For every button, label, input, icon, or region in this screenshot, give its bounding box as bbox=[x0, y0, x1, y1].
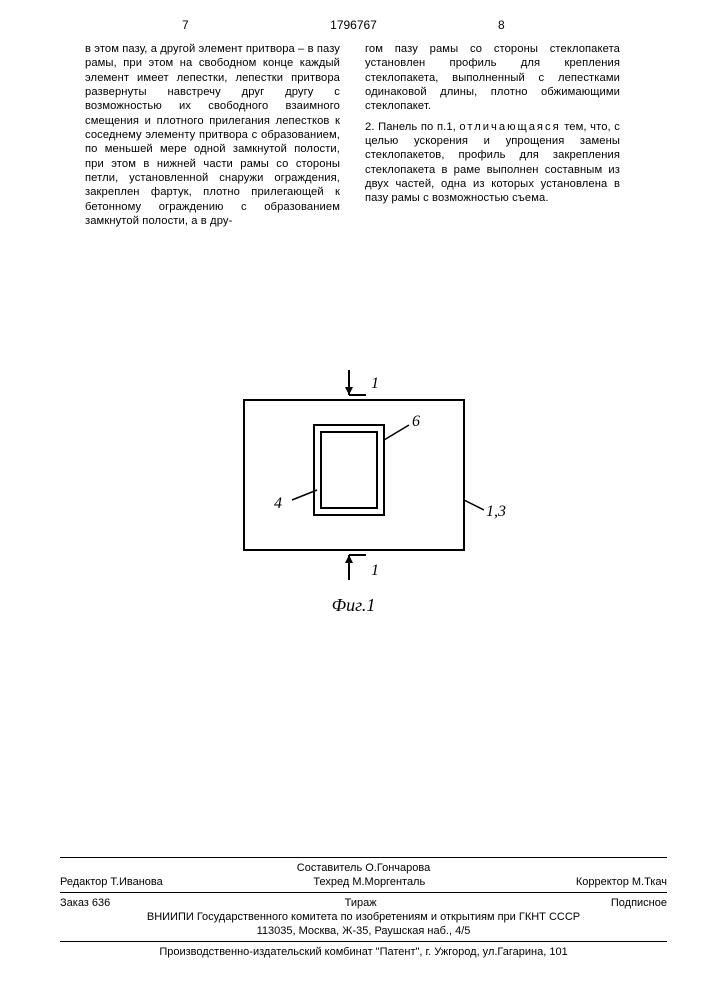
section-label-bot: 1 bbox=[371, 562, 379, 579]
footer-org: ВНИИПИ Государственного комитета по изоб… bbox=[60, 911, 667, 923]
callout-13-line bbox=[464, 500, 484, 510]
footer-corrector: Корректор М.Ткач bbox=[576, 876, 667, 888]
footer-compiler: Составитель О.Гончарова bbox=[60, 862, 667, 874]
column-right: гом пазу рамы со стороны стеклопакета ус… bbox=[365, 42, 620, 212]
footer-editor: Редактор Т.Иванова bbox=[60, 876, 163, 888]
right-paragraph-1: гом пазу рамы со стороны стеклопакета ус… bbox=[365, 42, 620, 114]
footer-rule-3 bbox=[60, 941, 667, 942]
footer-printer: Производственно-издательский комбинат "П… bbox=[60, 946, 667, 958]
document-number: 1796767 bbox=[0, 18, 707, 32]
footer-subscr: Подписное bbox=[611, 897, 667, 909]
page: 7 1796767 8 в этом пазу, а другой элемен… bbox=[0, 0, 707, 1000]
inner-rect-outer bbox=[314, 425, 384, 515]
callout-4: 4 bbox=[274, 495, 282, 512]
callout-6-line bbox=[384, 425, 409, 440]
footer: Составитель О.Гончарова Редактор Т.Ивано… bbox=[60, 853, 667, 960]
claim2-emph: отличающаяся bbox=[459, 121, 560, 133]
figure-svg: 1 1 6 4 1,3 bbox=[174, 340, 534, 590]
footer-tirazh: Тираж bbox=[345, 897, 377, 909]
right-paragraph-2: 2. Панель по п.1, отличающаяся тем, что,… bbox=[365, 120, 620, 206]
figure-1: 1 1 6 4 1,3 Фиг.1 bbox=[0, 340, 707, 620]
section-label-top: 1 bbox=[371, 375, 379, 392]
figure-caption: Фиг.1 bbox=[0, 595, 707, 616]
left-paragraph: в этом пазу, а другой элемент притвора –… bbox=[85, 42, 340, 228]
footer-order: Заказ 636 bbox=[60, 897, 110, 909]
callout-13: 1,3 bbox=[486, 503, 506, 520]
footer-staff-row: Редактор Т.Иванова Техред М.Моргенталь К… bbox=[60, 876, 667, 888]
callout-6: 6 bbox=[412, 413, 420, 430]
footer-addr: 113035, Москва, Ж-35, Раушская наб., 4/5 bbox=[60, 925, 667, 937]
claim2-prefix: 2. Панель по п.1, bbox=[365, 121, 459, 133]
footer-techred: Техред М.Моргенталь bbox=[313, 876, 425, 888]
outer-rect bbox=[244, 400, 464, 550]
inner-rect-inner bbox=[321, 432, 377, 508]
page-number-right: 8 bbox=[498, 18, 505, 32]
section-top-arrow bbox=[345, 387, 353, 395]
column-left: в этом пазу, а другой элемент притвора –… bbox=[85, 42, 340, 234]
footer-rule-2 bbox=[60, 892, 667, 893]
claim2-rest: тем, что, с целью ускорения и упрощения … bbox=[365, 121, 620, 205]
section-bot-arrow bbox=[345, 555, 353, 563]
footer-rule-1 bbox=[60, 857, 667, 858]
footer-order-row: Заказ 636 Тираж Подписное bbox=[60, 897, 667, 909]
